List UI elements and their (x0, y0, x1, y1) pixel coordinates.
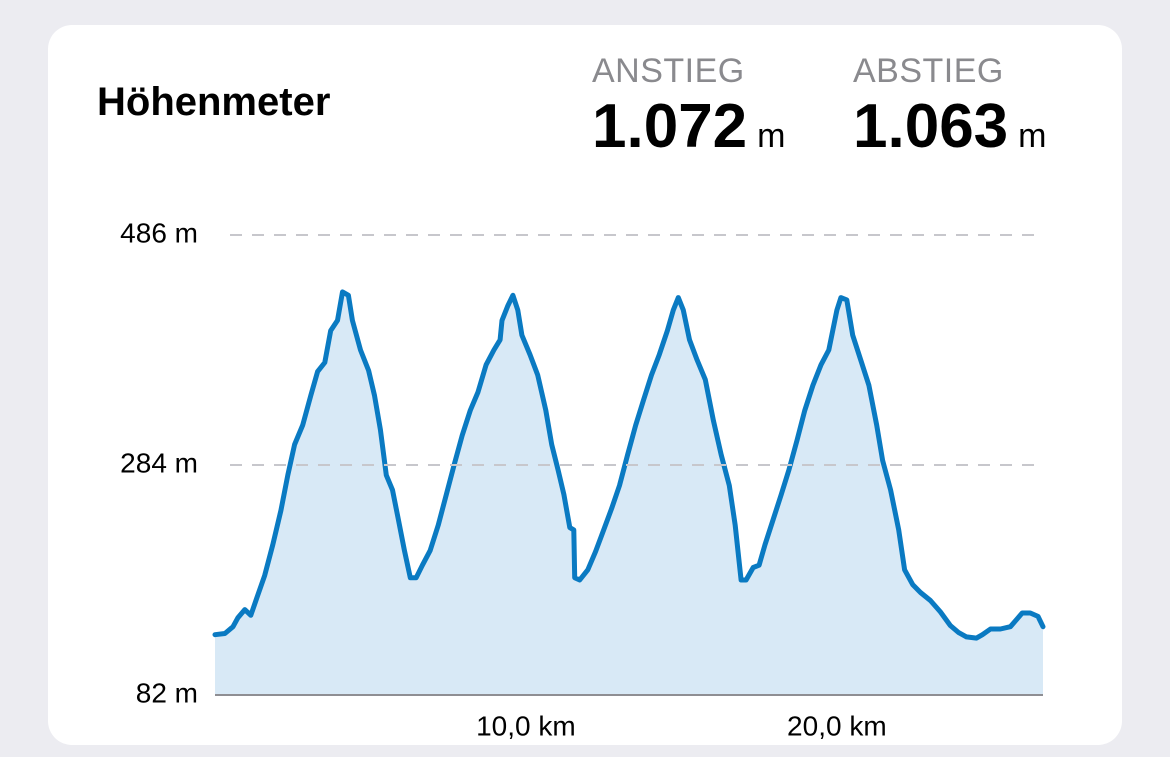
stat-value: 1.063 m (853, 95, 1046, 168)
stat-descent: ABSTIEG 1.063 m (853, 52, 1046, 168)
line (212, 289, 1046, 641)
stat-ascent: ANSTIEG 1.072 m (592, 52, 785, 168)
y-tick-label: 486 m (120, 217, 198, 248)
stat-number: 1.063 (853, 92, 1009, 161)
stat-unit: m (1018, 117, 1047, 155)
area (215, 291, 1043, 695)
chart-title: Höhenmeter (97, 80, 331, 124)
x-tick-label: 10,0 km (476, 710, 576, 741)
stat-label: ANSTIEG (592, 52, 745, 90)
x-tick-label: 20,0 km (787, 710, 887, 741)
y-tick-label: 82 m (136, 677, 198, 708)
y-tick-label: 284 m (120, 447, 198, 478)
stat-label: ABSTIEG (853, 52, 1004, 90)
stat-number: 1.072 (592, 92, 748, 161)
stat-unit: m (757, 117, 786, 155)
stat-value: 1.072 m (592, 95, 785, 168)
